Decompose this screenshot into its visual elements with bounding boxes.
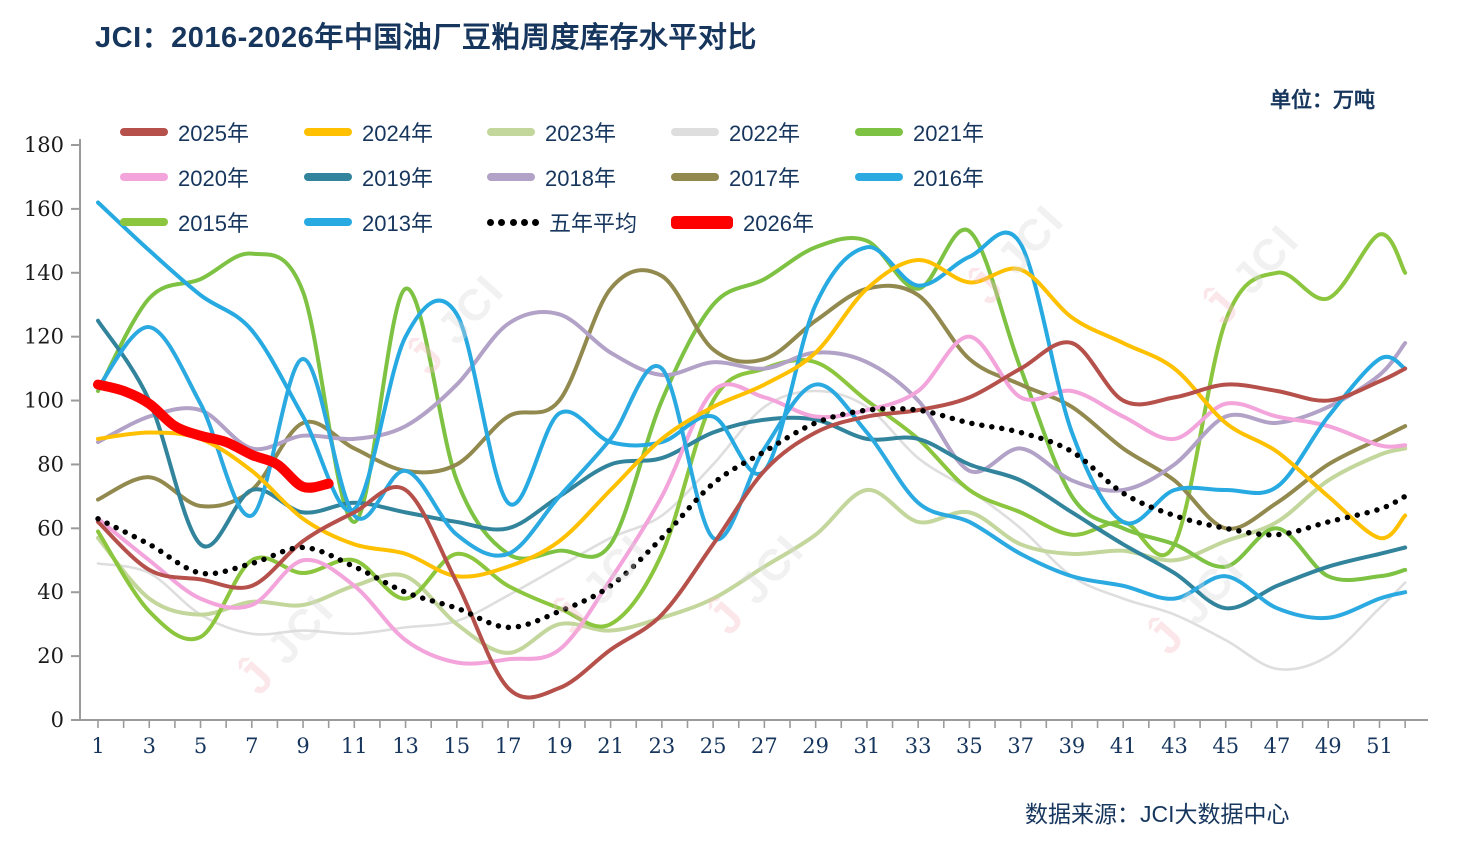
svg-text:41: 41 [1110, 734, 1137, 758]
series-line-2021年 [96, 227, 1408, 583]
svg-text:80: 80 [37, 452, 64, 476]
svg-text:49: 49 [1315, 734, 1342, 758]
svg-text:51: 51 [1366, 734, 1393, 758]
svg-text:29: 29 [802, 734, 829, 758]
svg-text:20: 20 [37, 644, 64, 668]
svg-text:31: 31 [854, 734, 881, 758]
data-source-caption: 数据来源：JCI大数据中心 [1025, 801, 1290, 827]
svg-text:45: 45 [1212, 734, 1239, 758]
svg-text:140: 140 [24, 261, 64, 285]
svg-text:19: 19 [546, 734, 573, 758]
svg-text:7: 7 [245, 734, 258, 758]
svg-text:21: 21 [597, 734, 624, 758]
svg-text:47: 47 [1264, 734, 1291, 758]
y-axis-labels: 0 20 40 60 80 100 120 140 160 180 [24, 133, 64, 732]
svg-text:3: 3 [143, 734, 156, 758]
series-line-2023年 [96, 446, 1408, 655]
svg-text:43: 43 [1161, 734, 1188, 758]
svg-text:11: 11 [341, 734, 368, 758]
svg-text:13: 13 [392, 734, 419, 758]
page-title: JCI：2016-2026年中国油厂豆粕周度库存水平对比 [95, 22, 757, 54]
series-line-2019年 [96, 318, 1408, 611]
svg-text:35: 35 [956, 734, 983, 758]
svg-text:180: 180 [24, 133, 64, 157]
series-line-2018年 [96, 310, 1408, 493]
x-axis-labels: 1 3 5 7 9 11 13 15 17 19 21 23 25 27 29 31 33 35 37 39 41 43 4… [91, 734, 1393, 758]
series-line-2025年 [96, 340, 1408, 700]
unit-label: 单位：万吨 [1270, 89, 1375, 112]
svg-text:1: 1 [91, 734, 104, 758]
svg-text:27: 27 [751, 734, 778, 758]
svg-text:0: 0 [51, 708, 64, 732]
series-line-2017年 [96, 268, 1408, 531]
svg-text:120: 120 [24, 325, 64, 349]
svg-text:40: 40 [37, 580, 64, 604]
svg-text:39: 39 [1059, 734, 1086, 758]
svg-text:15: 15 [443, 734, 470, 758]
svg-text:33: 33 [905, 734, 932, 758]
axes [71, 139, 1428, 728]
svg-text:60: 60 [37, 516, 64, 540]
svg-text:37: 37 [1007, 734, 1034, 758]
series-line-2022年 [96, 389, 1407, 671]
svg-text:25: 25 [700, 734, 727, 758]
series-line-2016年 [96, 325, 1408, 621]
svg-text:100: 100 [24, 389, 64, 413]
svg-text:17: 17 [495, 734, 522, 758]
series-line-五年平均 [95, 405, 1408, 631]
svg-text:9: 9 [296, 734, 309, 758]
svg-text:160: 160 [24, 197, 64, 221]
svg-text:5: 5 [194, 734, 207, 758]
series-line-2026年 [93, 379, 334, 493]
svg-text:23: 23 [648, 734, 675, 758]
